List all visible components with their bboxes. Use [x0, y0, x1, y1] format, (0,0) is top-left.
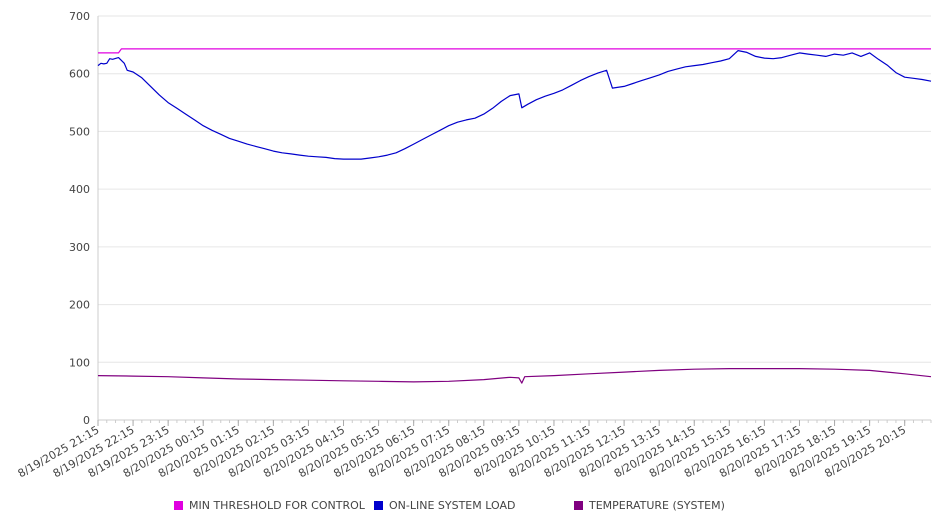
legend-item-system-load[interactable]: ON-LINE SYSTEM LOAD — [374, 498, 515, 512]
gridlines — [98, 15, 931, 363]
legend-label-temperature: TEMPERATURE (SYSTEM) — [589, 498, 725, 512]
legend-label-min-threshold: MIN THRESHOLD FOR CONTROL — [189, 498, 365, 512]
y-tick-label: 100 — [69, 356, 90, 369]
y-tick-label: 700 — [69, 10, 90, 23]
y-tick-label: 0 — [83, 414, 90, 427]
series-lines — [97, 48, 932, 384]
y-tick-label: 300 — [69, 241, 90, 254]
series-line-on-line-system-load[interactable] — [97, 50, 932, 160]
legend-swatch-min-threshold — [174, 500, 183, 510]
legend-item-temperature[interactable]: TEMPERATURE (SYSTEM) — [574, 498, 725, 512]
x-axis: 8/19/2025 21:158/19/2025 22:158/19/2025 … — [16, 419, 932, 480]
legend-label-system-load: ON-LINE SYSTEM LOAD — [389, 498, 516, 512]
y-tick-label: 200 — [69, 299, 90, 312]
legend-swatch-system-load — [374, 500, 383, 510]
y-tick-label: 400 — [69, 183, 90, 196]
y-tick-label: 600 — [69, 68, 90, 81]
legend-item-min-threshold[interactable]: MIN THRESHOLD FOR CONTROL — [174, 498, 365, 512]
series-line-min-threshold-for-control[interactable] — [98, 48, 931, 54]
y-tick-label: 500 — [69, 125, 90, 138]
y-axis: 0 100 200 300 400 500 600 700 — [69, 10, 99, 427]
legend-swatch-temperature — [574, 500, 583, 510]
series-line-temperature-system[interactable] — [97, 368, 932, 384]
